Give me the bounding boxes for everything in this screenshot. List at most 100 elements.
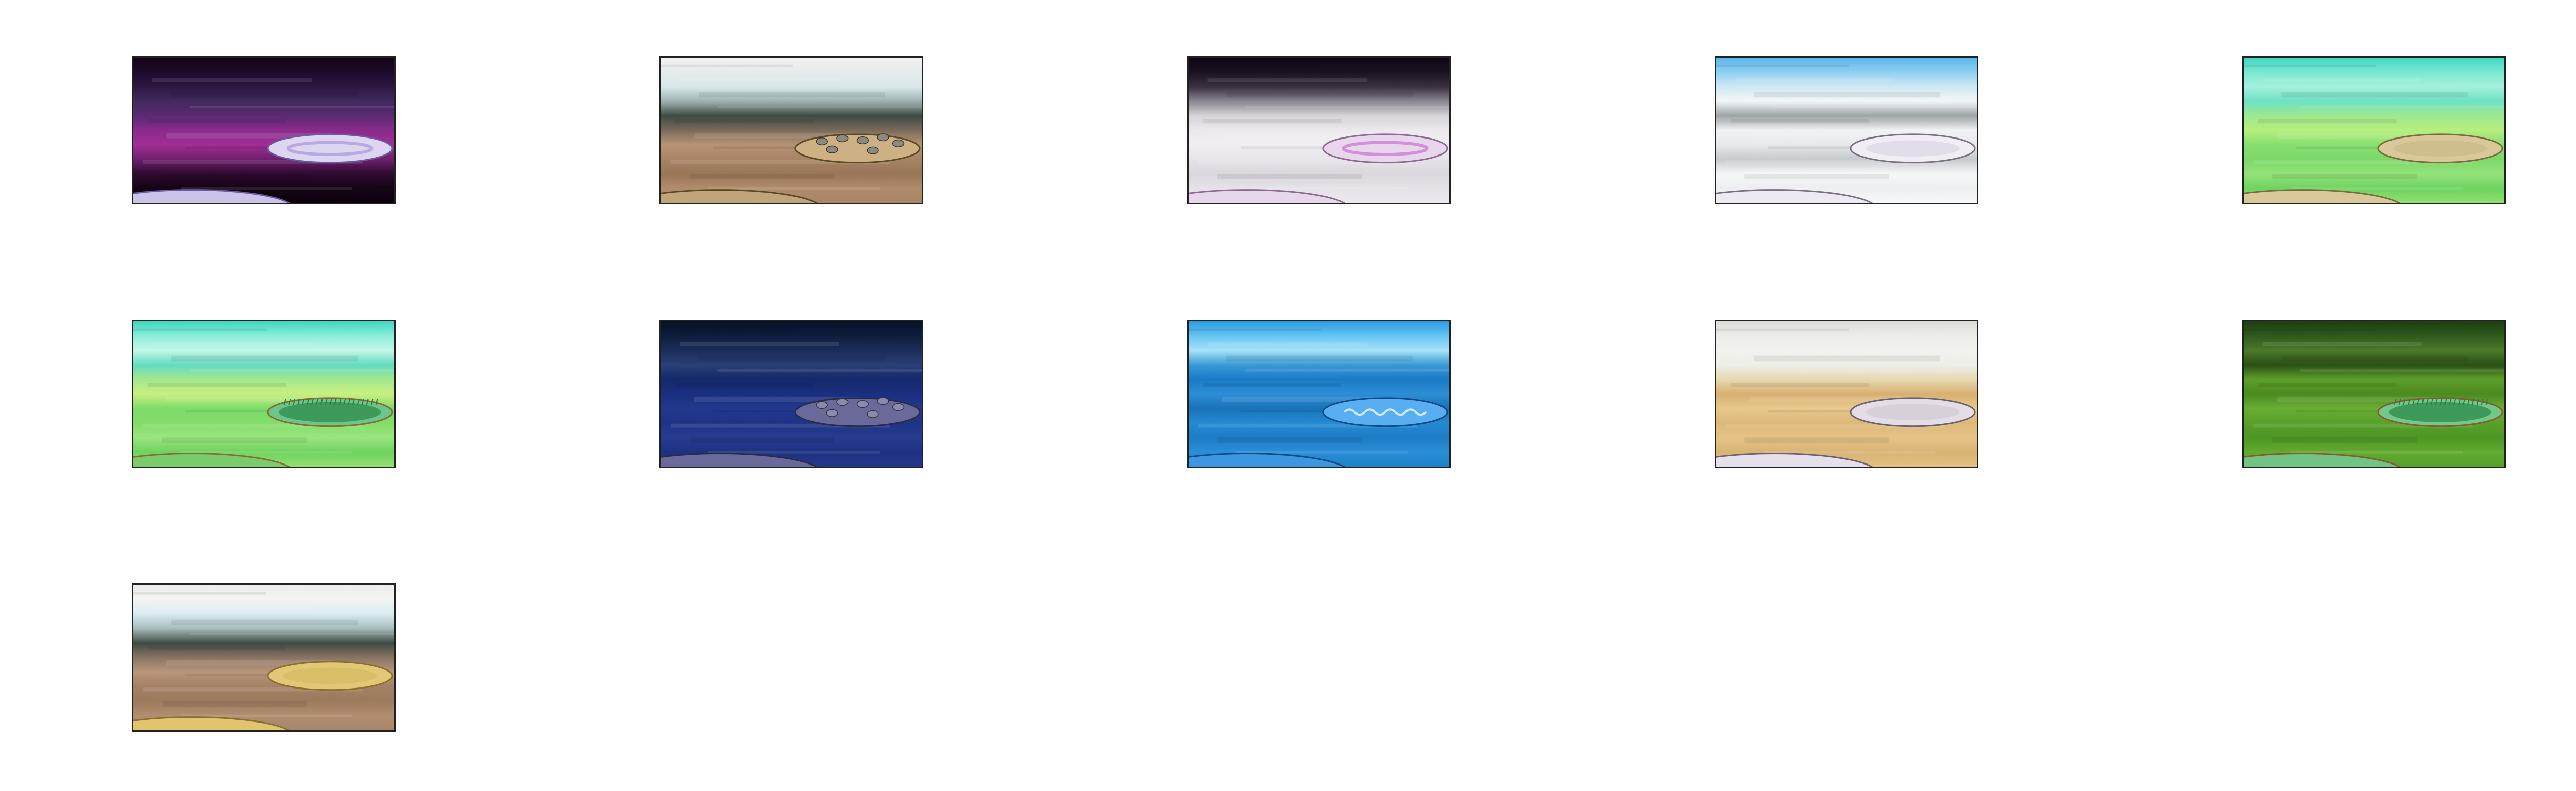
- grass-blade: [283, 399, 286, 405]
- backdrop-streak: [1763, 187, 1935, 190]
- backdrop-streak: [180, 187, 352, 190]
- platform-surface: [2393, 140, 2487, 157]
- backdrop-streak: [717, 106, 922, 108]
- backdrop-streak: [2281, 92, 2468, 98]
- rock: [836, 398, 849, 406]
- backdrop-streak: [708, 451, 880, 454]
- backdrop-streak: [1235, 187, 1408, 190]
- platform-surface: [283, 667, 377, 684]
- backdrop-streak: [2300, 369, 2504, 372]
- backdrop-streak: [1772, 106, 1977, 108]
- backdrop-streak: [1222, 396, 1387, 402]
- sky-ground-backdrop: [1716, 321, 1977, 467]
- backdrop-streak: [152, 342, 312, 346]
- scene-image: [133, 585, 394, 730]
- backdrop-streak: [180, 714, 352, 717]
- opponent-platform: [267, 133, 393, 164]
- backdrop-streak: [2258, 383, 2397, 387]
- backdrop-streak: [2272, 174, 2417, 179]
- grass-blade: [302, 399, 305, 405]
- backdrop-streak: [2281, 355, 2468, 362]
- backdrop-streak: [133, 592, 266, 595]
- backdrop-streak: [2262, 78, 2422, 82]
- grass-blade: [2403, 399, 2406, 405]
- grass-blade: [352, 399, 355, 405]
- platform-surface: [1866, 140, 1960, 157]
- backdrop-streak: [147, 383, 286, 387]
- player-platform: [1189, 189, 1345, 203]
- battle-background-thumbnail[interactable]: [132, 320, 396, 468]
- backdrop-streak: [133, 64, 266, 67]
- grass-blade: [311, 399, 314, 405]
- grass-blade: [2481, 399, 2484, 405]
- grass-blade: [2421, 399, 2424, 405]
- backdrop-streak: [1735, 342, 1894, 346]
- backdrop-streak: [143, 423, 363, 428]
- backdrop-streak: [143, 160, 363, 164]
- battle-background-thumbnail[interactable]: [2242, 56, 2506, 204]
- grass-blade: [2417, 399, 2419, 405]
- backdrop-streak: [689, 437, 835, 443]
- scene-image: [133, 58, 394, 203]
- battle-background-thumbnail[interactable]: [132, 583, 396, 732]
- grass-blade: [297, 399, 300, 405]
- battle-background-thumbnail[interactable]: [132, 56, 396, 204]
- backdrop-streak: [147, 119, 286, 124]
- grass-blade: [2394, 399, 2397, 405]
- player-platform: [661, 189, 818, 203]
- grass-blade: [2449, 399, 2452, 405]
- player-platform: [1189, 453, 1345, 467]
- backdrop-streak: [152, 606, 312, 610]
- backdrop-streak: [1207, 78, 1367, 82]
- battle-background-thumbnail[interactable]: [1187, 320, 1451, 468]
- backdrop-streak: [2244, 328, 2376, 331]
- grass-blade: [2462, 399, 2465, 405]
- backdrop-streak: [1198, 423, 1418, 428]
- backdrop-streak: [1754, 92, 1940, 98]
- grass-blade: [2430, 399, 2433, 405]
- backdrop-streak: [1245, 369, 1449, 372]
- battle-background-thumbnail[interactable]: [1187, 56, 1451, 204]
- battle-background-thumbnail[interactable]: [1715, 56, 1978, 204]
- backdrop-streak: [699, 355, 885, 362]
- rock: [856, 400, 869, 408]
- player-platform: [133, 716, 290, 730]
- battle-background-thumbnail[interactable]: [2242, 320, 2506, 468]
- grass-blade: [329, 399, 332, 405]
- grass-blade: [320, 399, 323, 405]
- backdrop-streak: [190, 106, 394, 108]
- grass-blade: [366, 399, 369, 405]
- sky-ground-backdrop: [661, 58, 922, 203]
- backdrop-streak: [689, 174, 835, 179]
- battle-background-thumbnail[interactable]: [659, 56, 923, 204]
- grass-blade: [2398, 399, 2401, 405]
- backdrop-streak: [1202, 119, 1342, 124]
- backdrop-streak: [1207, 342, 1367, 346]
- scene-image: [1716, 58, 1977, 203]
- backdrop-streak: [1235, 451, 1408, 454]
- grass-blade: [375, 399, 378, 405]
- backdrop-streak: [1217, 174, 1362, 179]
- battle-background-thumbnail[interactable]: [1715, 320, 1978, 468]
- rock: [877, 133, 889, 142]
- backdrop-streak: [2253, 423, 2473, 428]
- backdrop-streak: [171, 92, 358, 98]
- backdrop-streak: [680, 342, 839, 346]
- grass-blade: [2435, 399, 2438, 405]
- scene-image: [133, 321, 394, 467]
- grass-blade: [361, 399, 364, 405]
- sky-ground-backdrop: [133, 321, 394, 467]
- backdrop-streak: [680, 78, 839, 82]
- backdrop-streak: [670, 423, 890, 428]
- backdrop-streak: [1226, 92, 1413, 98]
- grass-blade: [2471, 399, 2475, 405]
- grass-blade: [2439, 399, 2443, 405]
- backdrop-streak: [2291, 451, 2463, 454]
- backdrop-streak: [1725, 423, 1945, 428]
- battle-background-thumbnail[interactable]: [659, 320, 923, 468]
- backdrop-streak: [171, 619, 358, 625]
- grass-blade: [293, 399, 296, 405]
- backdrop-streak: [152, 78, 312, 82]
- grass-blade: [315, 399, 318, 405]
